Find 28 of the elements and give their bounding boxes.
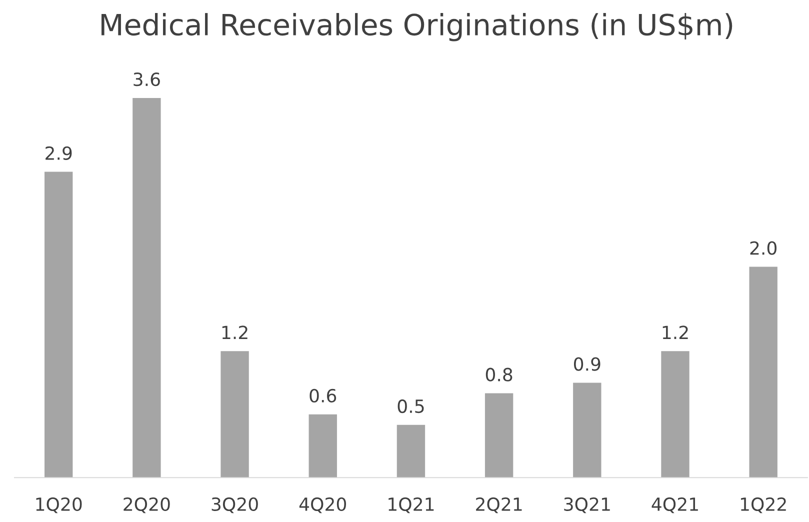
bar: [484, 393, 514, 478]
x-tick-label: 1Q22: [740, 497, 786, 514]
bar: [749, 266, 778, 478]
bar: [661, 351, 690, 478]
data-label: 3.6: [134, 72, 160, 86]
bar: [573, 382, 602, 478]
data-label: 2.9: [46, 146, 72, 160]
x-tick-label: 1Q21: [388, 497, 434, 514]
x-tick-label: 3Q21: [564, 497, 610, 514]
x-tick-label: 4Q20: [299, 497, 346, 514]
x-tick-label: 4Q21: [652, 497, 698, 514]
data-label: 0.5: [398, 399, 424, 414]
bar: [396, 424, 426, 478]
bar: [44, 172, 73, 478]
chart-title: Medical Receivables Originations (in US$m): [102, 13, 732, 42]
data-label: 0.9: [574, 357, 600, 371]
x-tick-label: 2Q20: [124, 497, 170, 514]
data-label: 0.8: [486, 368, 512, 382]
data-label: 1.2: [662, 326, 688, 339]
bar: [132, 98, 161, 478]
bar: [220, 351, 249, 478]
data-label: 2.0: [750, 241, 776, 255]
x-tick-label: 1Q20: [36, 497, 82, 514]
x-tick-label: 3Q20: [212, 497, 258, 514]
data-label: 0.6: [310, 388, 336, 403]
data-label: 1.2: [222, 326, 248, 339]
bar: [308, 414, 337, 478]
x-tick-label: 2Q21: [476, 497, 522, 514]
